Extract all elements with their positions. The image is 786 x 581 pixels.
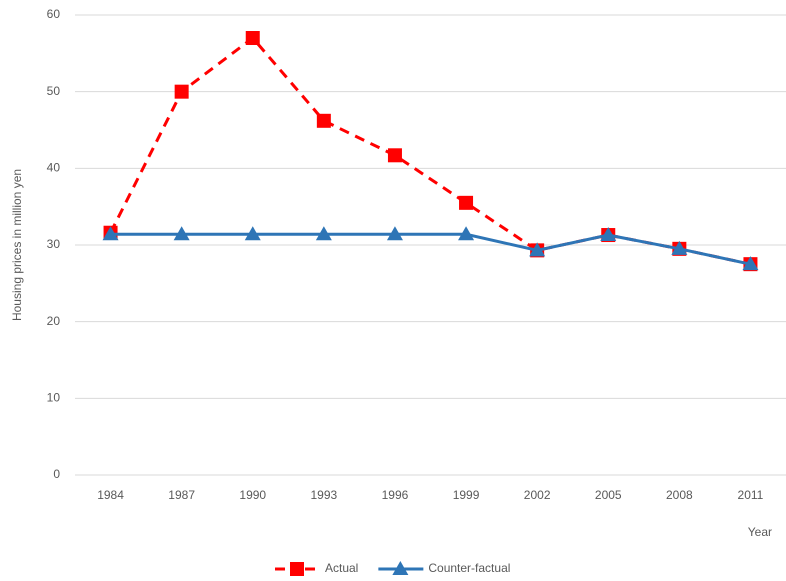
series-line [110, 232, 751, 266]
y-tick-label: 0 [53, 467, 60, 481]
data-point [244, 226, 261, 241]
data-point [600, 227, 617, 242]
data-point [173, 226, 190, 241]
x-tick-label: 1996 [382, 488, 409, 502]
y-tick-label: 10 [47, 391, 61, 405]
legend-marker [392, 561, 409, 575]
legend-label: Actual [325, 561, 358, 575]
y-tick-label: 30 [47, 237, 61, 251]
y-tick-label: 60 [47, 7, 61, 21]
data-point [742, 256, 759, 271]
data-point [459, 195, 474, 210]
data-point [387, 148, 402, 163]
x-tick-label: 1999 [453, 488, 480, 502]
x-tick-label: 2005 [595, 488, 622, 502]
legend-marker [290, 562, 304, 576]
data-point [386, 226, 403, 241]
series-line [109, 35, 751, 266]
x-tick-label: 2002 [524, 488, 551, 502]
data-point [174, 84, 189, 99]
x-tick-label: 1990 [239, 488, 266, 502]
x-tick-label: 1984 [97, 488, 124, 502]
y-tick-label: 40 [47, 161, 61, 175]
x-axis-label: Year [748, 525, 772, 539]
y-tick-label: 20 [47, 314, 61, 328]
x-tick-label: 2011 [738, 488, 764, 502]
x-tick-label: 1993 [310, 488, 337, 502]
y-tick-label: 50 [47, 84, 61, 98]
data-point [671, 240, 688, 255]
x-tick-label: 2008 [666, 488, 693, 502]
x-tick-label: 1987 [168, 488, 195, 502]
data-point [458, 226, 475, 241]
y-axis-label: Housing prices in million yen [10, 169, 24, 321]
data-point [245, 31, 260, 45]
data-point [102, 226, 119, 241]
data-point [316, 113, 331, 128]
legend-label: Counter-factual [428, 561, 510, 575]
data-point [315, 226, 332, 241]
data-point [529, 242, 546, 257]
